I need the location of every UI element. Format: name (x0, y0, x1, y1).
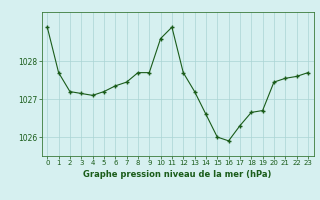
X-axis label: Graphe pression niveau de la mer (hPa): Graphe pression niveau de la mer (hPa) (84, 170, 272, 179)
